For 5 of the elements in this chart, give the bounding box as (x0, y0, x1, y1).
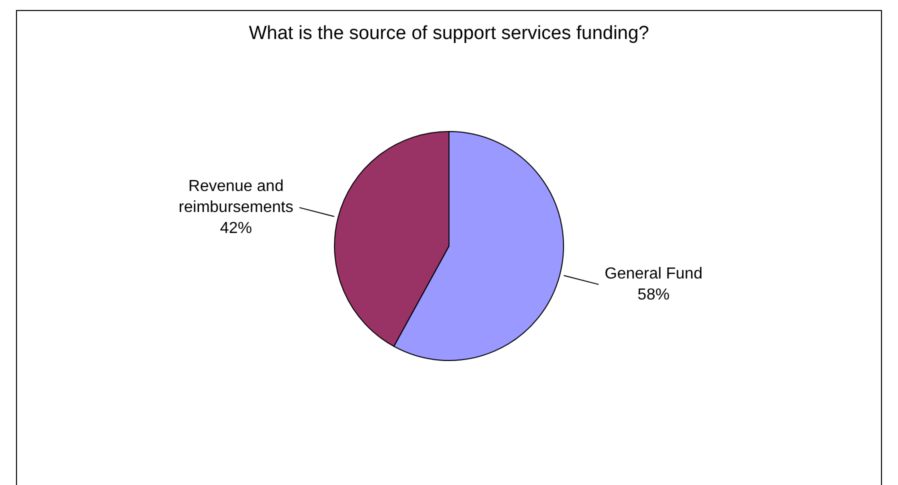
chart-title: What is the source of support services funding? (248, 23, 650, 45)
data-label: 42% (220, 220, 252, 237)
data-label: 58% (638, 286, 670, 304)
slice-label: Revenue and reimbursements (178, 178, 294, 216)
slice-label: General Fund (604, 265, 702, 282)
